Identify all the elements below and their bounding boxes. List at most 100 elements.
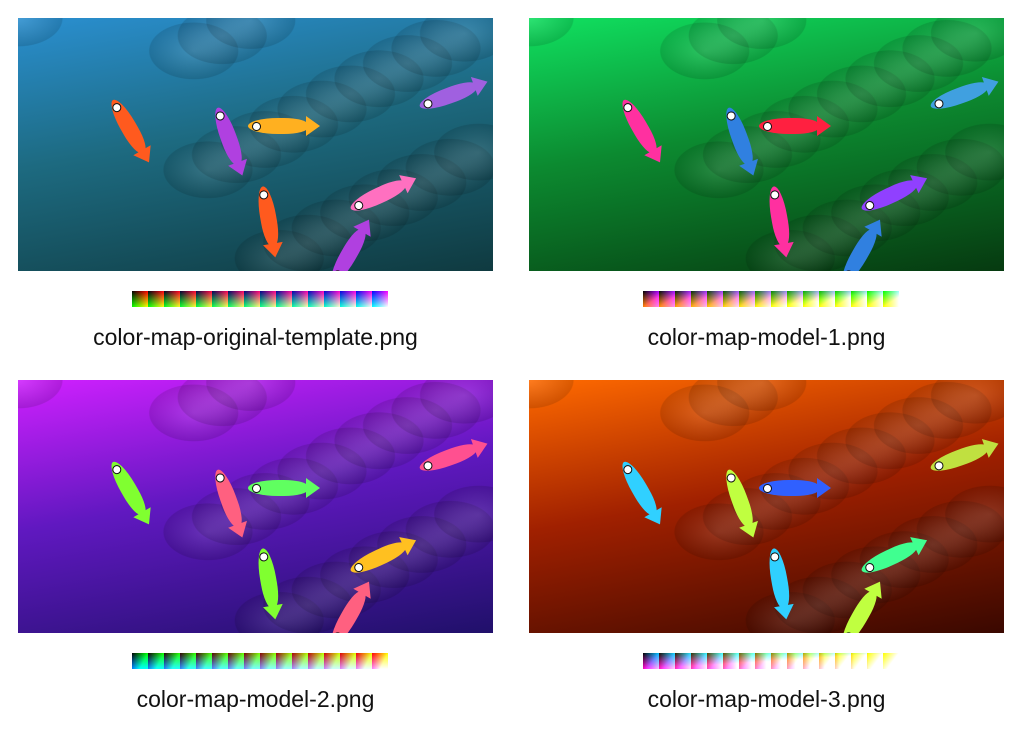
lut-tile [691,653,707,669]
fish-eye [725,472,737,484]
lut-tile [867,291,883,307]
lut-tile [819,653,835,669]
lut-tile [276,291,292,307]
lut-tile [196,653,212,669]
lut-tile [835,653,851,669]
fish-eye [258,551,269,563]
lut-tile [228,291,244,307]
lut-tile [372,653,388,669]
lut-tile [659,653,675,669]
lut-tile [212,291,228,307]
lut-tile [356,653,372,669]
image-panel [18,18,493,271]
fish-eye [214,472,226,484]
lut-tile [755,653,771,669]
rock-texture [18,18,493,271]
lut-tile [723,653,739,669]
fish-eye [842,630,855,633]
lut-tile [803,291,819,307]
lut-tile [771,291,787,307]
fish-eye [258,189,269,201]
color-lut-strip [132,653,388,669]
lut-tile [244,291,260,307]
image-caption: color-map-model-3.png [647,686,886,712]
lut-tile [372,291,388,307]
fish [248,116,320,136]
lut-tile [276,653,292,669]
lut-tile [755,291,771,307]
lut-tile [851,291,867,307]
lut-tile [340,653,356,669]
fish-eye [252,484,261,493]
lut-tile [196,291,212,307]
fish-eye [763,484,772,493]
color-lut-strip [643,291,899,307]
fish-eye [863,199,876,212]
image-panel [18,380,493,633]
lut-tile [228,653,244,669]
lut-tile [356,291,372,307]
lut-tile [643,653,659,669]
lut-tile [164,653,180,669]
fish-eye [769,551,780,563]
lut-tile [819,291,835,307]
lut-tile [132,291,148,307]
fish-eye [621,101,634,114]
fish-eye [214,110,226,122]
rock-texture [529,380,1004,633]
lut-tile [212,653,228,669]
color-lut-strip [132,291,388,307]
fish-eye [422,98,434,110]
lut-tile [787,653,803,669]
lut-tile [707,653,723,669]
fish-eye [352,561,365,574]
lut-tile [691,291,707,307]
fish-eye [422,460,434,472]
fish-eye [352,199,365,212]
image-caption: color-map-model-1.png [647,324,886,350]
fish-eye [331,268,344,271]
lut-tile [723,291,739,307]
lut-tile [659,291,675,307]
fish-eye [842,268,855,271]
lut-tile [867,653,883,669]
rock-texture [529,18,1004,271]
lut-tile [883,653,899,669]
lut-tile [675,291,691,307]
fish-eye [110,463,123,476]
lut-tile [340,291,356,307]
lut-tile [148,653,164,669]
image-panel [529,380,1004,633]
fish [759,478,831,498]
fish-eye [725,110,737,122]
image-caption: color-map-model-2.png [136,686,375,712]
rock-texture [18,380,493,633]
fish-eye [621,463,634,476]
lut-tile [851,653,867,669]
lut-tile [260,653,276,669]
lut-tile [308,291,324,307]
lut-tile [244,653,260,669]
lut-tile [643,291,659,307]
fish-eye [863,561,876,574]
lut-tile [308,653,324,669]
image-panel [529,18,1004,271]
lut-tile [739,653,755,669]
fish-eye [769,189,780,201]
lut-tile [707,291,723,307]
lut-tile [292,653,308,669]
fish-eye [933,98,945,110]
lut-tile [324,291,340,307]
lut-tile [803,653,819,669]
fish-eye [933,460,945,472]
lut-tile [180,653,196,669]
fish-eye [763,122,772,131]
fish [759,116,831,136]
lut-tile [883,291,899,307]
lut-tile [180,291,196,307]
fish-eye [331,630,344,633]
image-caption: color-map-original-template.png [93,324,418,350]
lut-tile [739,291,755,307]
lut-tile [787,291,803,307]
lut-tile [771,653,787,669]
